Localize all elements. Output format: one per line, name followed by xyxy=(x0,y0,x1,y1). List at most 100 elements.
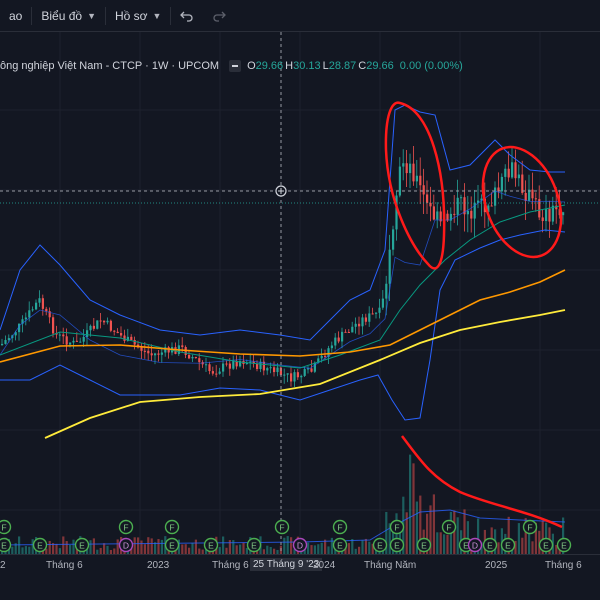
candle-body xyxy=(504,168,507,177)
volume-bar xyxy=(235,545,238,554)
earnings-event-icon[interactable]: E xyxy=(556,537,572,553)
bollinger-basis-line xyxy=(0,190,566,369)
candle-body xyxy=(320,355,323,359)
earnings-event-icon[interactable]: E xyxy=(538,537,554,553)
candle-body xyxy=(286,373,289,375)
undo-button[interactable] xyxy=(171,0,203,32)
earnings-event-icon[interactable]: E xyxy=(482,537,498,553)
chart-grid xyxy=(0,32,600,554)
candle-body xyxy=(262,361,265,371)
earnings-event-icon[interactable]: E xyxy=(246,537,262,553)
earnings-event-icon[interactable]: E xyxy=(0,537,12,553)
candle-body xyxy=(205,364,208,366)
financial-event-icon[interactable]: F xyxy=(522,519,538,535)
candle-body xyxy=(1,343,4,345)
earnings-event-icon[interactable]: E xyxy=(203,537,219,553)
financial-event-icon[interactable]: F xyxy=(274,519,290,535)
volume-bar xyxy=(351,538,354,554)
earnings-event-icon[interactable]: E xyxy=(74,537,90,553)
candle-body xyxy=(188,354,191,359)
candle-body xyxy=(99,320,102,322)
candle-body xyxy=(354,323,357,327)
candle-body xyxy=(232,360,235,369)
annotation-curve-volume xyxy=(400,435,563,529)
candle-body xyxy=(395,195,398,230)
candle-body xyxy=(123,335,126,341)
close-value: 29.66 xyxy=(366,60,394,72)
volume-bar xyxy=(113,548,116,554)
candle-body xyxy=(7,338,10,341)
volume-bar xyxy=(239,544,242,554)
candle-body xyxy=(466,210,469,215)
candle-body xyxy=(534,198,537,200)
time-axis-label: 2025 xyxy=(485,560,508,571)
crosshair-time-label: 25 Tháng 9 '23 xyxy=(250,558,323,571)
volume-bar xyxy=(133,537,136,554)
time-axis-label: Tháng Năm xyxy=(364,560,417,571)
volume-bar xyxy=(385,511,388,554)
volume-bar xyxy=(524,518,527,554)
volume-bar xyxy=(443,534,446,554)
volume-bar xyxy=(307,542,310,554)
symbol-legend: ông nghiệp Việt Nam - CTCP · 1W · UPCOM … xyxy=(0,58,465,74)
earnings-event-icon[interactable]: E xyxy=(332,537,348,553)
time-axis-label: 2024 xyxy=(313,560,336,571)
volume-bar xyxy=(541,520,544,554)
earnings-event-icon[interactable]: E xyxy=(32,537,48,553)
financial-event-icon[interactable]: F xyxy=(0,519,12,535)
candle-body xyxy=(351,326,354,333)
candle-body xyxy=(446,213,449,221)
financial-event-icon[interactable]: F xyxy=(389,519,405,535)
volume-bar xyxy=(286,536,289,554)
time-axis[interactable]: 2 Tháng 6 2023 Tháng 6 25 Tháng 9 '23 20… xyxy=(0,554,600,576)
volume-bar xyxy=(497,542,500,554)
svg-text:D: D xyxy=(123,540,129,550)
candle-body xyxy=(181,345,184,348)
candle-body xyxy=(82,336,85,342)
redo-button[interactable] xyxy=(203,0,235,32)
close-key: C xyxy=(358,60,367,72)
earnings-event-icon[interactable]: E xyxy=(500,537,516,553)
volume-bar xyxy=(72,539,75,554)
volume-bar xyxy=(405,512,408,554)
earnings-event-icon[interactable]: E xyxy=(164,537,180,553)
candle-body xyxy=(211,371,214,374)
candle-body xyxy=(198,358,201,363)
candle-body xyxy=(330,345,333,349)
candle-body xyxy=(92,325,95,329)
earnings-event-icon[interactable]: E xyxy=(389,537,405,553)
candle-body xyxy=(116,331,119,334)
dividend-event-icon[interactable]: D xyxy=(467,537,483,553)
bollinger-upper-line xyxy=(0,104,565,341)
profile-menu-button[interactable]: Hồ sơ ▼ xyxy=(106,0,170,32)
candle-body xyxy=(218,371,221,374)
volume-bar xyxy=(89,540,92,554)
volume-bar xyxy=(517,523,520,554)
indicators-button[interactable]: ao xyxy=(0,0,31,32)
volume-bar xyxy=(14,543,17,554)
collapse-legend-button[interactable] xyxy=(229,60,242,72)
dividend-event-icon[interactable]: D xyxy=(292,537,308,553)
candle-body xyxy=(358,323,361,327)
candle-body xyxy=(426,194,429,203)
financial-event-icon[interactable]: F xyxy=(441,519,457,535)
volume-bar xyxy=(317,544,320,554)
volume-bar xyxy=(562,517,565,554)
svg-text:E: E xyxy=(337,540,343,550)
candle-body xyxy=(392,229,395,250)
financial-event-icon[interactable]: F xyxy=(332,519,348,535)
financial-event-icon[interactable]: F xyxy=(118,519,134,535)
volume-bar xyxy=(201,549,204,554)
chart-menu-button[interactable]: Biểu đồ ▼ xyxy=(32,0,105,32)
candle-body xyxy=(381,298,384,308)
dividend-event-icon[interactable]: D xyxy=(118,537,134,553)
candle-body xyxy=(422,185,425,195)
volume-bar xyxy=(347,543,350,554)
volume-bar xyxy=(398,521,401,554)
financial-event-icon[interactable]: F xyxy=(164,519,180,535)
earnings-event-icon[interactable]: E xyxy=(416,537,432,553)
earnings-event-icon[interactable]: E xyxy=(372,537,388,553)
candle-body xyxy=(133,339,136,345)
toolbar-divider xyxy=(170,6,172,25)
